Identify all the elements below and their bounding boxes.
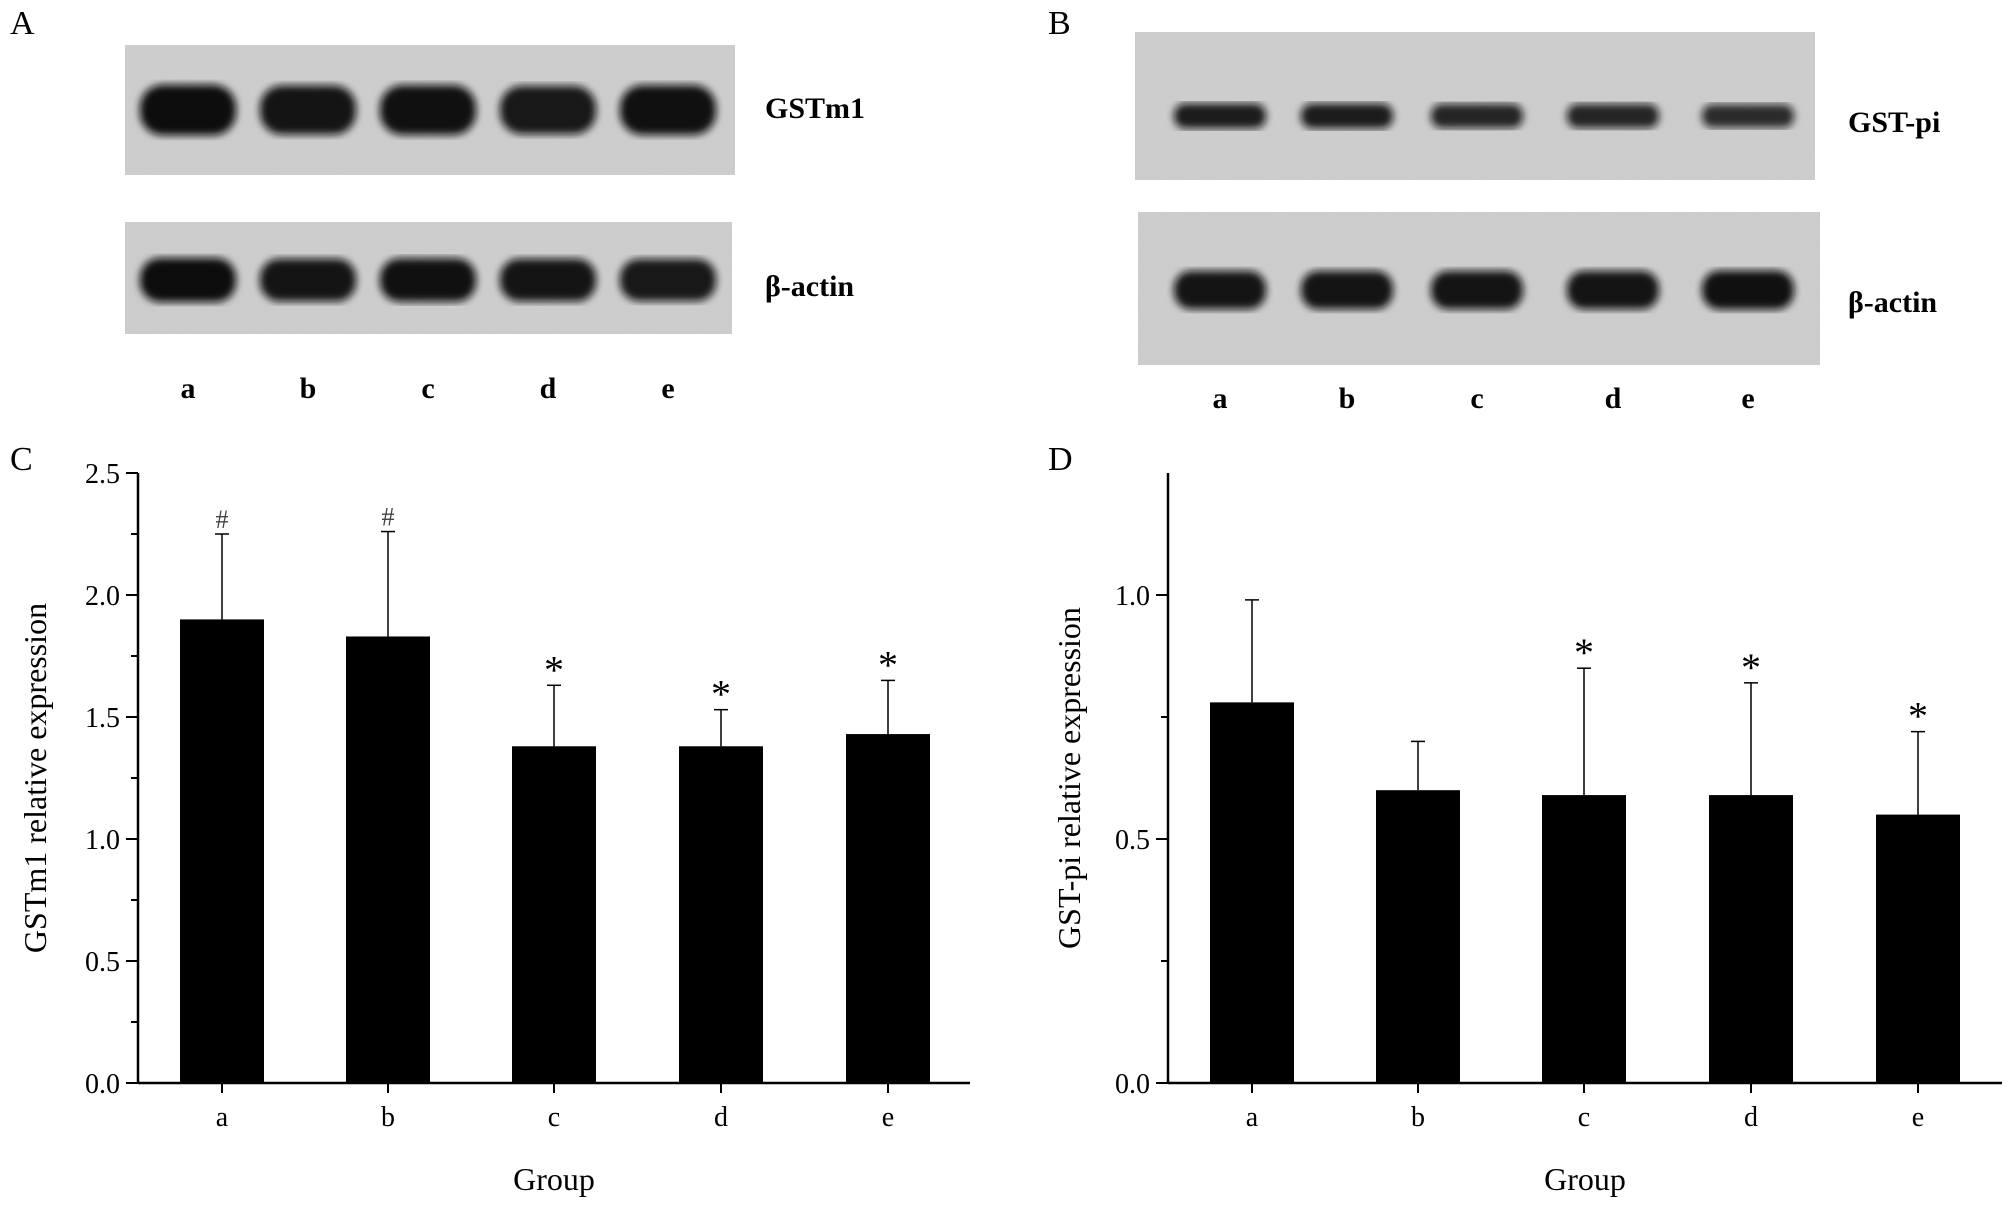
bar-chart-gstm1: 0.0 0.5 1.0 1.5 2.0 2.5 # a # b * c * d * e Group GSTm1 r… (17, 459, 970, 1197)
significance-mark: * (1741, 645, 1761, 690)
x-tick-label: e (1912, 1102, 1924, 1133)
panel-letter-a: A (10, 5, 35, 42)
blot-band (1567, 104, 1659, 128)
blot-band (620, 259, 716, 301)
bar (846, 734, 930, 1083)
bar (1376, 790, 1460, 1083)
blot-band (380, 258, 476, 302)
significance-mark: * (1574, 630, 1594, 675)
bar (1542, 795, 1626, 1083)
panel-letter-d: D (1048, 441, 1073, 478)
blot-band (1567, 270, 1659, 310)
significance-mark: # (216, 505, 229, 534)
blot-band (1174, 270, 1266, 310)
y-tick-label: 1.0 (85, 825, 120, 856)
y-tick-label: 2.0 (85, 581, 120, 612)
x-tick-label: e (882, 1102, 894, 1133)
x-tick-label: b (381, 1102, 395, 1133)
lane-label: b (300, 372, 317, 405)
bar (1876, 814, 1960, 1083)
bar (1210, 702, 1294, 1083)
lane-label: e (661, 372, 674, 405)
x-tick-label: a (216, 1102, 229, 1133)
blot-band (380, 85, 476, 135)
y-tick-label: 0.5 (1115, 825, 1150, 856)
lane-label: e (1741, 382, 1754, 415)
blot-band (1702, 104, 1794, 128)
x-axis-title: Group (1544, 1161, 1626, 1197)
bar (346, 636, 430, 1083)
x-tick-label: a (1246, 1102, 1259, 1133)
blot-band (1431, 270, 1523, 310)
x-tick-label: c (1578, 1102, 1590, 1133)
blot-band (140, 258, 236, 302)
significance-mark: * (1908, 694, 1928, 739)
blot-band (1174, 103, 1266, 129)
blot-band (500, 85, 596, 135)
lane-label: c (1470, 382, 1483, 415)
blot-label: GST-pi (1848, 106, 1940, 139)
bar (180, 619, 264, 1083)
blot-label: β-actin (1848, 286, 1937, 319)
blot-band (1301, 270, 1393, 310)
blot-band (260, 258, 356, 302)
lane-label: a (1213, 382, 1228, 415)
blot-band (260, 85, 356, 135)
x-tick-label: d (1744, 1102, 1758, 1133)
panel-letter-b: B (1048, 5, 1071, 42)
y-tick-label: 0.5 (85, 947, 120, 978)
y-axis-title: GST-pi relative expression (1051, 607, 1087, 949)
blot-band (1702, 270, 1794, 310)
y-tick-label: 0.0 (1115, 1069, 1150, 1100)
lane-label: b (1339, 382, 1356, 415)
x-axis-title: Group (513, 1161, 595, 1197)
significance-mark: * (544, 647, 564, 692)
lane-label: a (181, 372, 196, 405)
significance-mark: * (711, 672, 731, 717)
y-axis-title: GSTm1 relative expression (17, 603, 53, 953)
blot-label: β-actin (765, 270, 854, 303)
blot-band (1431, 104, 1523, 128)
blot-band (500, 258, 596, 302)
bar-chart-gst-pi: 0.0 0.5 1.0 a b * c * d * e Group GST-pi relative ex… (1051, 473, 2002, 1197)
significance-mark: * (878, 642, 898, 687)
x-tick-label: d (714, 1102, 728, 1133)
lane-label: d (1605, 382, 1622, 415)
bar (512, 746, 596, 1083)
panel-letter-c: C (10, 441, 33, 478)
x-tick-label: c (548, 1102, 560, 1133)
lane-label: d (540, 372, 557, 405)
western-blot-panel-a: GSTm1 β-actin a b c d e (125, 45, 865, 405)
blot-band (620, 85, 716, 135)
y-tick-label: 0.0 (85, 1069, 120, 1100)
y-tick-label: 1.0 (1115, 581, 1150, 612)
x-tick-label: b (1411, 1102, 1425, 1133)
y-tick-label: 1.5 (85, 703, 120, 734)
bar (679, 746, 763, 1083)
western-blot-panel-b: GST-pi β-actin a b c d e (1135, 32, 1940, 415)
significance-mark: # (382, 503, 395, 532)
blot-band (140, 84, 236, 136)
y-tick-label: 2.5 (85, 459, 120, 490)
bar (1709, 795, 1793, 1083)
lane-label: c (421, 372, 434, 405)
blot-label: GSTm1 (765, 92, 865, 125)
blot-band (1301, 103, 1393, 129)
